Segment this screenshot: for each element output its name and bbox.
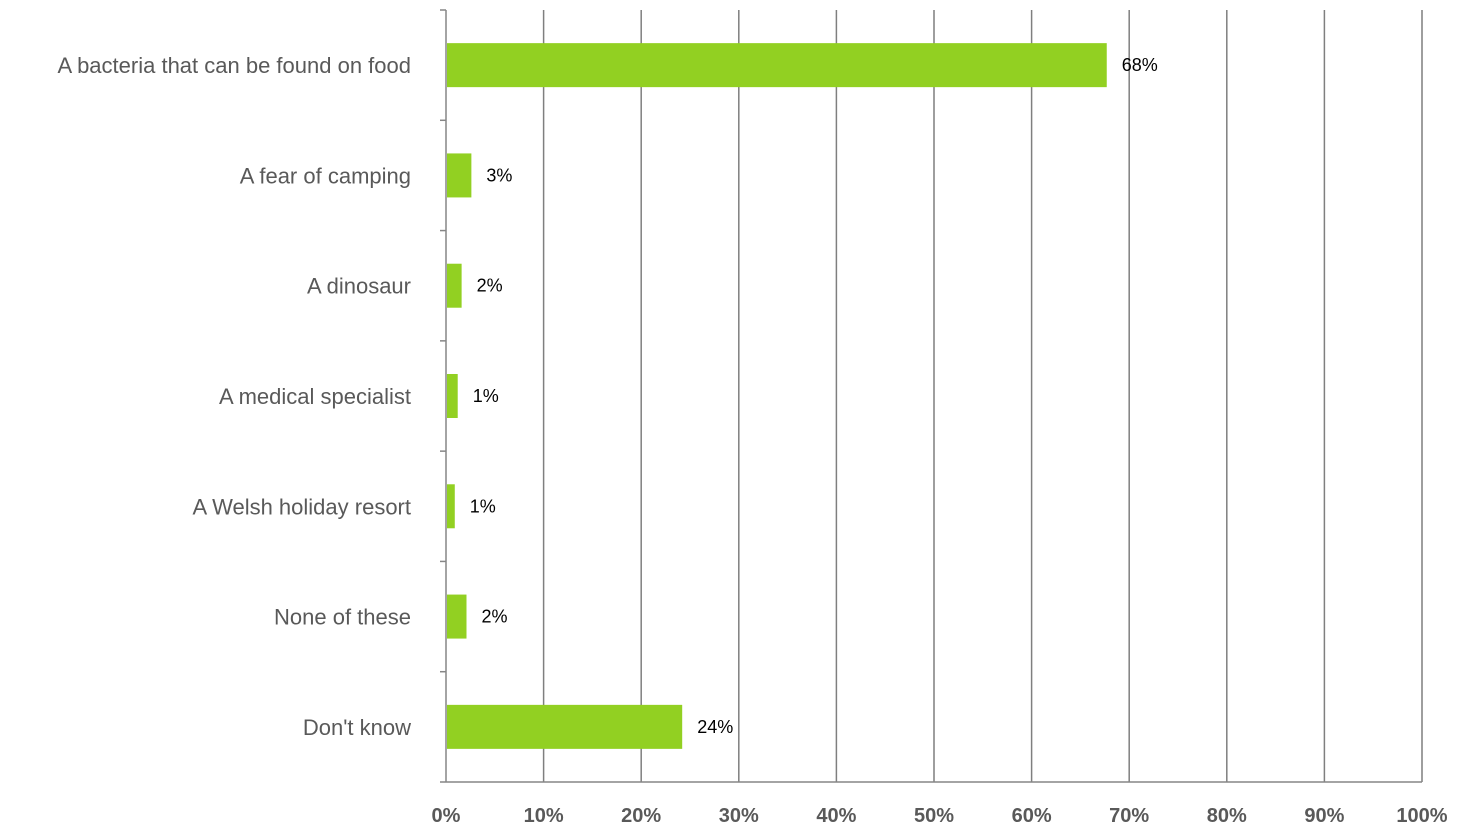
category-label: A Welsh holiday resort: [193, 494, 411, 519]
bar: [447, 594, 467, 639]
x-tick-label: 80%: [1207, 805, 1247, 827]
data-label: 1%: [470, 496, 496, 516]
x-tick-label: 20%: [621, 805, 661, 827]
gridlines: [542, 10, 1423, 782]
category-label: Don't know: [303, 715, 411, 740]
data-label: 3%: [486, 165, 512, 185]
x-tick-label: 100%: [1396, 805, 1447, 827]
category-label: A dinosaur: [307, 274, 411, 299]
labels: 0% 10% 20% 30% 40% 50% 60% 70% 80% 90% 100% A bacte…: [58, 53, 1448, 827]
x-tick-label: 90%: [1304, 805, 1344, 827]
data-label: 2%: [481, 607, 507, 627]
bar: [447, 374, 458, 418]
bar: [447, 484, 455, 529]
category-label: None of these: [274, 605, 411, 630]
x-tick-label: 60%: [1012, 805, 1052, 827]
x-tick-label: 70%: [1109, 805, 1149, 827]
bar: [447, 263, 462, 308]
bars: [447, 43, 1107, 749]
x-tick-label: 10%: [524, 805, 564, 827]
data-label: 1%: [473, 386, 499, 406]
x-tick-label: 30%: [719, 805, 759, 827]
x-tick-label: 0%: [432, 805, 461, 827]
data-label: 68%: [1122, 55, 1158, 75]
x-tick-label: 40%: [816, 805, 856, 827]
bar: [447, 153, 472, 198]
category-label: A fear of camping: [240, 163, 411, 188]
axes: [440, 9, 1422, 783]
bar: [447, 704, 683, 749]
category-label: A bacteria that can be found on food: [58, 53, 412, 78]
data-label: 24%: [697, 717, 733, 737]
data-label: 2%: [477, 276, 503, 296]
x-tick-label: 50%: [914, 805, 954, 827]
bar: [447, 43, 1107, 88]
category-label: A medical specialist: [219, 384, 411, 409]
